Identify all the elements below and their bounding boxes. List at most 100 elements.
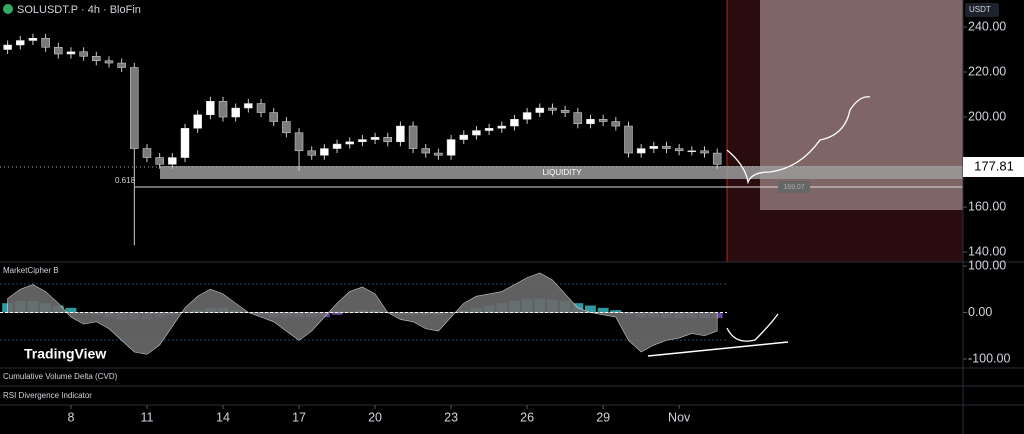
currency-box <box>965 3 999 17</box>
candle-body <box>548 107 557 111</box>
candle-body <box>66 51 76 55</box>
candle-body <box>155 157 164 165</box>
candle-body <box>370 137 380 140</box>
flow-bar <box>65 307 77 313</box>
candle-body <box>244 103 253 109</box>
target-box-label <box>778 181 810 193</box>
candle-body <box>256 103 266 113</box>
candle-body <box>54 47 63 55</box>
chart-title: SOLUSDT.P · 4h · BloFin <box>17 4 141 16</box>
y-tick-label: 140.00 <box>968 244 1006 258</box>
candle-body <box>408 125 418 149</box>
candle-body <box>3 44 12 50</box>
candle-body <box>459 134 469 140</box>
candle-body <box>345 141 354 145</box>
candle-body <box>472 130 481 136</box>
projection <box>726 313 779 342</box>
target-label: 169.07 <box>783 184 805 191</box>
candle-body <box>117 62 126 68</box>
candle-body <box>497 125 507 129</box>
candle-body <box>573 112 583 125</box>
x-tick-label: 20 <box>368 410 382 424</box>
candle-body <box>687 150 697 153</box>
candle-body <box>130 67 139 149</box>
symbol-icon <box>3 4 13 14</box>
candle-body <box>421 148 430 154</box>
candle-body <box>624 125 633 154</box>
candle-body <box>484 128 494 131</box>
candle-body <box>700 150 709 154</box>
candle-body <box>282 121 291 134</box>
candle-body <box>332 143 342 149</box>
candle-body <box>383 137 392 143</box>
candle-body <box>269 112 278 122</box>
currency: USDT <box>969 5 991 14</box>
candle-body <box>307 150 316 156</box>
candle-body <box>206 101 215 116</box>
flow-bar <box>585 305 596 313</box>
candle-body <box>535 107 545 113</box>
x-tick-label: 26 <box>520 410 534 424</box>
candle-body <box>446 139 456 156</box>
candle-body <box>636 148 646 154</box>
candle-body <box>193 114 202 129</box>
candle-body <box>611 121 621 127</box>
y-tick-label: 240.00 <box>968 19 1006 33</box>
candle-body <box>320 148 329 156</box>
projection <box>726 96 871 185</box>
candle-body <box>510 119 519 127</box>
candle-body <box>294 132 304 152</box>
candle-body <box>662 146 671 149</box>
y-tick-label: 0.00 <box>968 305 992 319</box>
liquidity-zone <box>160 166 963 179</box>
candle-body <box>674 148 684 152</box>
last-price-box <box>963 156 1024 177</box>
candle-body <box>560 110 570 113</box>
candle-body <box>28 38 38 41</box>
candle-body <box>712 152 722 165</box>
candle-body <box>598 119 608 122</box>
candle-body <box>79 51 88 57</box>
osc-title: MarketCipher B <box>3 266 59 275</box>
candle-body <box>649 146 659 149</box>
candle-body <box>218 101 228 118</box>
watermark: TradingView <box>24 346 106 362</box>
flow-bar <box>610 310 622 313</box>
x-tick-label: 8 <box>67 410 74 424</box>
candle-body <box>104 60 114 64</box>
candle-body <box>180 128 190 158</box>
flow-bar <box>331 312 343 315</box>
fib-label: 0.618 <box>115 176 136 185</box>
y-tick-label: 160.00 <box>968 199 1006 213</box>
y-tick-label: 100.00 <box>968 258 1006 272</box>
candle-body <box>168 157 177 165</box>
x-tick-label: 17 <box>292 410 306 424</box>
candle-body <box>16 40 25 46</box>
candle-body <box>586 119 595 125</box>
candle-body <box>522 112 532 120</box>
candle-body <box>358 139 367 143</box>
candle-body <box>396 125 405 143</box>
candle-body <box>231 107 240 118</box>
y-tick-label: -100.00 <box>968 351 1010 365</box>
panel-title: Cumulative Volume Delta (CVD) <box>3 372 118 381</box>
x-tick-label: 11 <box>140 410 153 424</box>
zone-label: LIQUIDITY <box>542 168 582 177</box>
x-tick-label: 23 <box>444 410 458 424</box>
candle-body <box>92 56 101 62</box>
x-tick-label: Nov <box>668 410 691 424</box>
candle-body <box>142 148 152 158</box>
x-tick-label: 14 <box>216 410 230 424</box>
flow-bar <box>597 307 609 313</box>
y-tick-label: 220.00 <box>968 64 1006 78</box>
x-tick-label: 29 <box>596 410 610 424</box>
divergence-line <box>647 341 789 357</box>
panel-title: RSI Divergence Indicator <box>3 391 92 400</box>
wave <box>7 272 718 355</box>
candle-body <box>434 152 443 156</box>
last-price-label: 177.81 <box>974 158 1014 173</box>
candle-body <box>41 38 50 48</box>
y-tick-label: 200.00 <box>968 109 1006 123</box>
